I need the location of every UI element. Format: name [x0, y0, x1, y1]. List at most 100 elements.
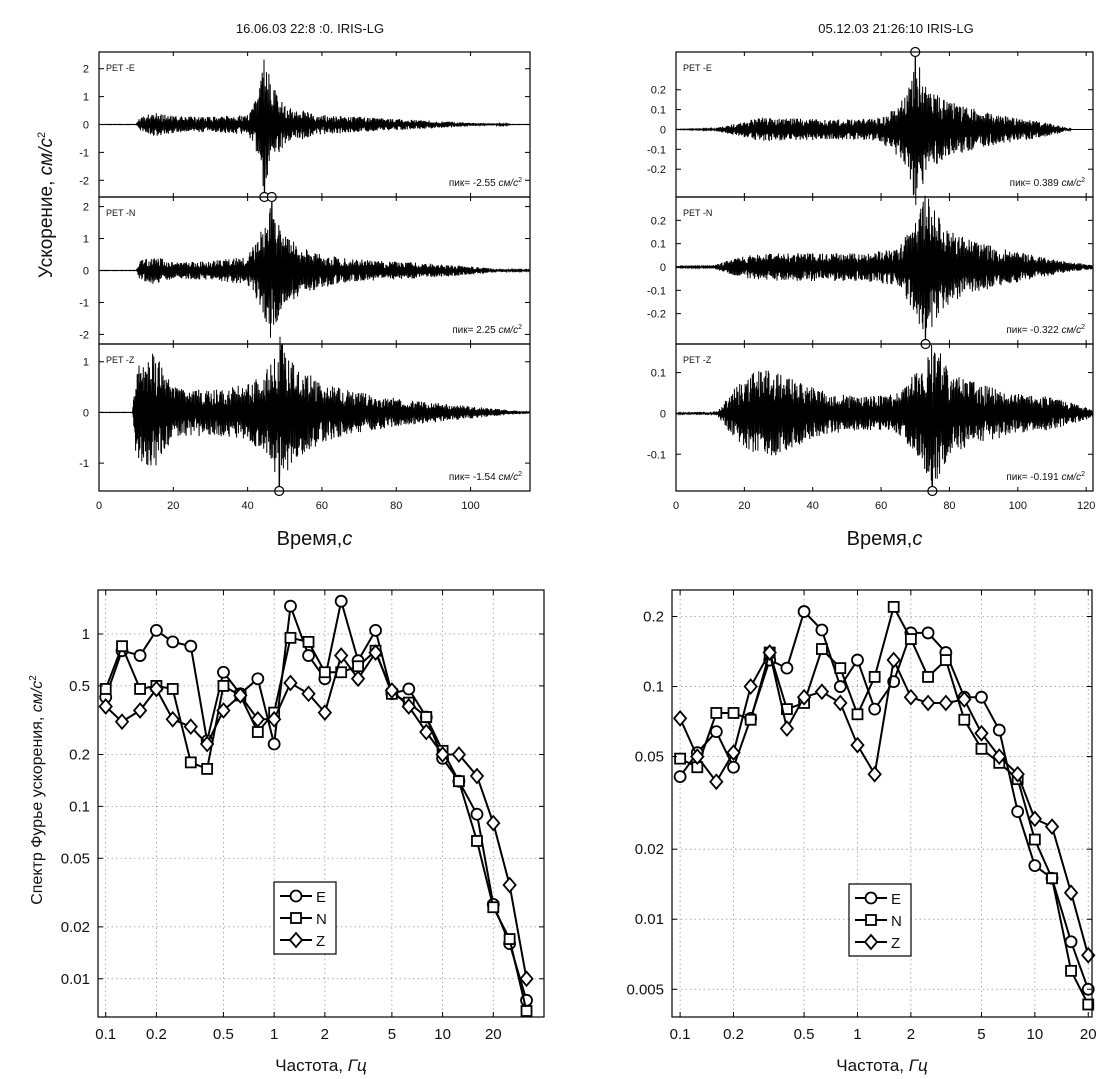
y-tick-label: 0 — [660, 262, 666, 274]
data-point — [250, 710, 266, 728]
data-point — [709, 725, 723, 739]
data-point — [519, 970, 534, 988]
x-tick-label: 0.1 — [95, 1026, 116, 1043]
data-point — [503, 933, 516, 945]
waveform-series — [98, 59, 531, 197]
data-point — [284, 599, 297, 613]
x-tick-label: 60 — [875, 500, 887, 512]
data-point — [974, 724, 989, 742]
data-point — [199, 735, 215, 753]
data-point — [814, 683, 830, 701]
data-point — [743, 678, 758, 695]
data-point — [368, 644, 383, 661]
y-tick-label: 2 — [83, 64, 89, 76]
peak-label: пик= -0.322 см/с2 — [1006, 324, 1085, 336]
y-tick-label: -0.2 — [647, 164, 666, 176]
data-point — [502, 876, 517, 894]
data-point — [453, 775, 465, 788]
data-point — [1044, 818, 1060, 836]
x-tick-label: 10 — [1027, 1026, 1044, 1043]
chart-title-0: 16.06.03 22:8 :0. IRIS-LG — [236, 21, 384, 36]
legend-label: E — [316, 889, 326, 906]
data-point — [402, 682, 416, 696]
data-point — [833, 680, 847, 693]
y-tick-label: -1 — [79, 297, 89, 309]
data-point — [834, 662, 847, 675]
y-tick-label: -2 — [79, 175, 89, 187]
data-point — [851, 708, 864, 721]
legend-label: N — [316, 911, 327, 928]
data-point — [267, 737, 281, 751]
x-axis-label: Частота, Гц — [836, 1056, 928, 1075]
y-tick-label: 0 — [83, 266, 89, 278]
component-label: PET -N — [683, 208, 712, 218]
waveform-series — [675, 195, 1094, 343]
y-tick-label: 0.1 — [651, 239, 666, 251]
data-point — [868, 702, 882, 716]
x-tick-label: 20 — [738, 500, 750, 512]
x-tick-label: 80 — [943, 500, 955, 512]
data-point — [302, 635, 315, 648]
data-point — [333, 647, 349, 664]
y-tick-label: 0 — [83, 407, 89, 419]
data-point — [266, 710, 282, 728]
data-point — [904, 633, 917, 645]
data-point — [183, 718, 198, 736]
data-point — [233, 687, 248, 704]
data-point — [1027, 810, 1043, 828]
y-tick-label: 0.5 — [69, 678, 90, 695]
data-point — [301, 685, 316, 703]
data-point — [318, 666, 331, 679]
data-point — [486, 814, 501, 832]
data-point — [886, 651, 901, 669]
x-tick-label: 0.5 — [213, 1026, 234, 1043]
chart-title-1: 05.12.03 21:26:10 IRIS-LG — [818, 21, 973, 36]
y-tick-label: 0 — [660, 408, 666, 420]
y-tick-label: 0.02 — [635, 841, 664, 858]
data-point — [975, 742, 988, 755]
data-point — [674, 752, 687, 765]
data-point — [352, 660, 364, 673]
y-tick-label: -0.2 — [647, 309, 666, 321]
x-tick-label: 40 — [241, 500, 253, 512]
data-point — [958, 713, 971, 726]
data-point — [217, 679, 230, 692]
component-label: PET -N — [106, 208, 135, 218]
x-tick-label: 0 — [96, 500, 102, 512]
series-line — [679, 649, 1090, 956]
y-tick-label: 0.005 — [626, 981, 664, 998]
data-point — [184, 756, 197, 769]
data-point — [920, 694, 936, 712]
data-point — [868, 671, 881, 683]
data-point — [149, 680, 164, 698]
y-tick-label: 0.2 — [651, 215, 666, 227]
data-point — [975, 690, 988, 704]
data-point — [471, 835, 483, 847]
data-point — [520, 1005, 533, 1017]
data-point — [289, 889, 303, 903]
y-tick-label: -0.1 — [647, 144, 666, 156]
series-Z — [672, 644, 1096, 964]
legend-label: Z — [316, 933, 325, 950]
data-point — [1063, 884, 1079, 902]
data-point — [184, 639, 198, 653]
x-axis-label: Частота, Гц — [275, 1056, 367, 1075]
data-point — [863, 933, 879, 951]
data-point — [851, 653, 864, 667]
data-point — [369, 623, 382, 637]
x-axis-label: Время,с — [847, 528, 923, 550]
x-tick-label: 5 — [977, 1026, 985, 1043]
plot-frame — [671, 589, 1093, 1018]
series-N — [99, 631, 533, 1017]
data-point — [150, 623, 163, 637]
component-label: PET -E — [683, 63, 712, 73]
data-point — [1065, 964, 1077, 977]
data-point — [939, 654, 952, 666]
data-point — [921, 626, 935, 640]
y-tick-label: 1 — [83, 357, 89, 369]
data-point — [470, 807, 484, 821]
panel-frame — [98, 343, 531, 492]
data-point — [867, 765, 882, 783]
